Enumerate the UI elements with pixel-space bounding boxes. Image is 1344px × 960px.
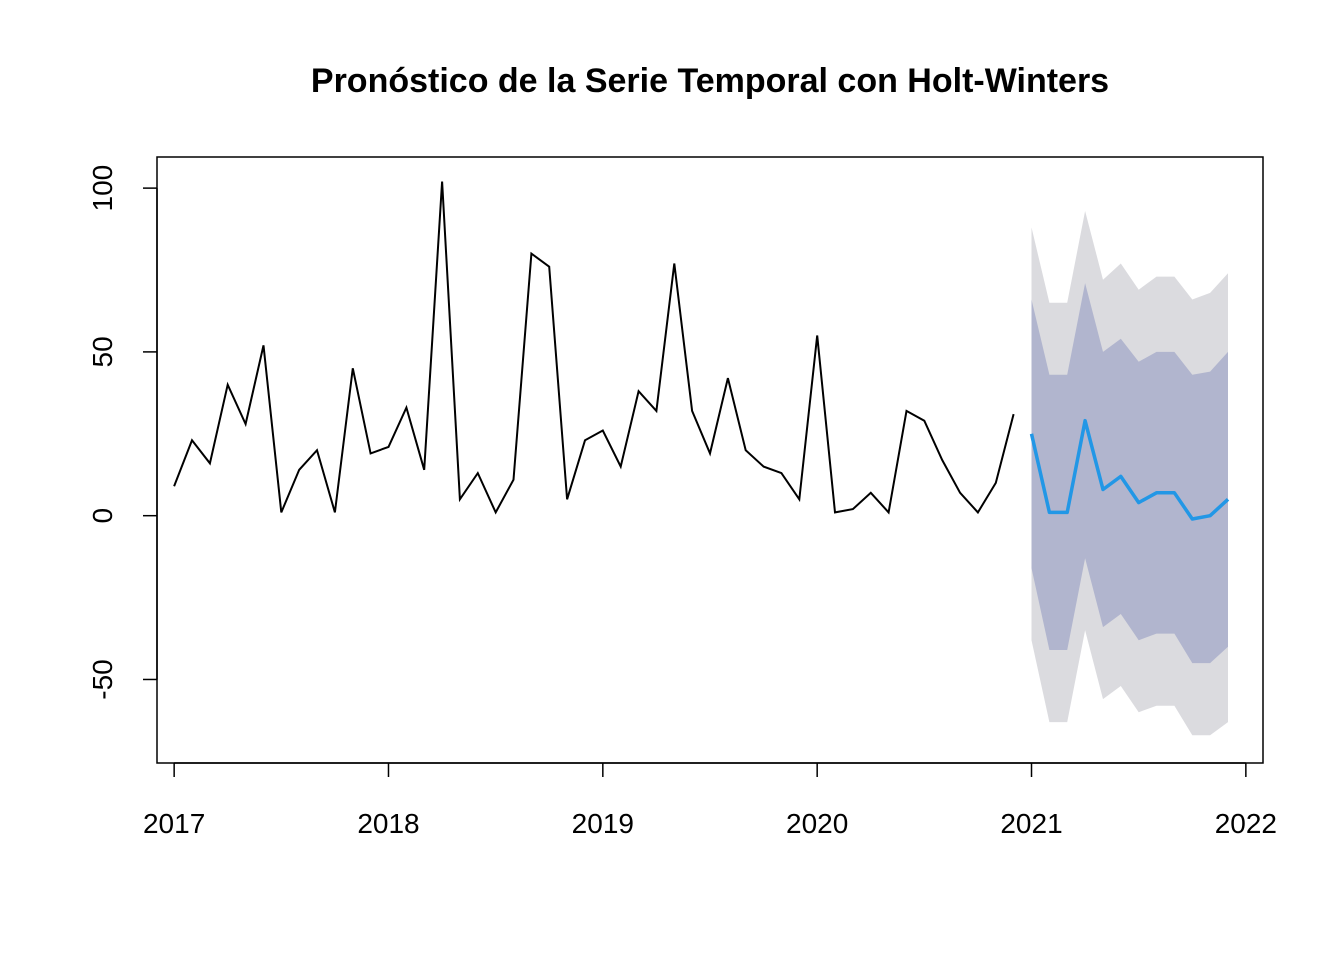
y-tick-label: -50 — [87, 659, 118, 699]
y-tick-label: 0 — [87, 508, 118, 524]
interval-80-band — [1031, 283, 1228, 664]
x-tick-label: 2020 — [786, 808, 848, 839]
x-tick-label: 2018 — [357, 808, 419, 839]
observed-series-line — [173, 181, 1015, 515]
y-tick-label: 50 — [87, 336, 118, 367]
x-tick-label: 2019 — [572, 808, 634, 839]
x-tick-label: 2017 — [143, 808, 205, 839]
series-lines — [173, 181, 1230, 521]
x-tick-label: 2022 — [1215, 808, 1277, 839]
y-axis: -50 0 50 100 — [87, 165, 158, 700]
y-tick-label: 100 — [87, 165, 118, 212]
chart-title: Pronóstico de la Serie Temporal con Holt… — [311, 62, 1109, 100]
x-tick-label: 2021 — [1000, 808, 1062, 839]
forecast-line — [1029, 418, 1230, 521]
x-axis: 2017 2018 2019 2020 2021 2022 — [143, 762, 1277, 839]
prediction-intervals — [1031, 211, 1228, 736]
